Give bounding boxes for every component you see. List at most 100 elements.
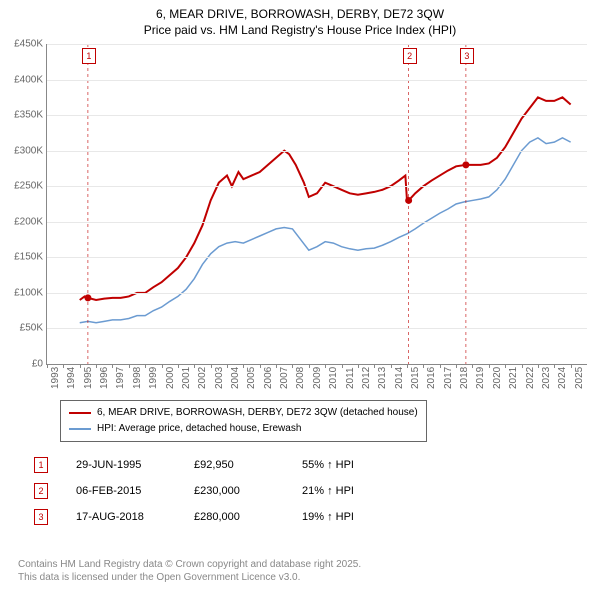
x-axis-label: 2004 [230,367,241,389]
sale-date: 06-FEB-2015 [76,485,166,497]
sale-marker-dot [405,197,412,204]
x-tick [178,364,179,368]
title-line-1: 6, MEAR DRIVE, BORROWASH, DERBY, DE72 3Q… [0,6,600,22]
x-tick [96,364,97,368]
sale-delta: 55% ↑ HPI [302,459,392,471]
sale-marker-dot [462,161,469,168]
sale-marker-number: 3 [460,48,474,64]
x-axis-label: 2017 [443,367,454,389]
sale-marker-dot [84,294,91,301]
y-axis-label: £250K [1,181,43,192]
sale-number-box: 1 [34,457,48,473]
x-tick [129,364,130,368]
x-axis-label: 2001 [181,367,192,389]
x-tick [358,364,359,368]
x-tick [538,364,539,368]
x-axis-label: 2025 [574,367,585,389]
x-tick [145,364,146,368]
x-tick [162,364,163,368]
x-axis-label: 1993 [50,367,61,389]
x-axis-label: 2010 [328,367,339,389]
y-gridline [47,222,587,223]
x-axis-label: 2005 [246,367,257,389]
x-tick [112,364,113,368]
sale-marker-number: 1 [82,48,96,64]
x-tick [63,364,64,368]
x-tick [80,364,81,368]
chart-title: 6, MEAR DRIVE, BORROWASH, DERBY, DE72 3Q… [0,0,600,38]
sale-price: £230,000 [194,485,274,497]
x-axis-label: 2000 [165,367,176,389]
y-axis-label: £350K [1,110,43,121]
x-tick [211,364,212,368]
y-gridline [47,293,587,294]
x-axis-label: 2023 [541,367,552,389]
x-tick [342,364,343,368]
x-axis-label: 2008 [295,367,306,389]
x-axis-label: 2021 [508,367,519,389]
legend-swatch [69,428,91,430]
x-axis-label: 1995 [83,367,94,389]
y-axis-label: £300K [1,145,43,156]
y-gridline [47,186,587,187]
x-axis-label: 2002 [197,367,208,389]
y-gridline [47,115,587,116]
x-axis-label: 2020 [492,367,503,389]
x-axis-label: 2009 [312,367,323,389]
x-axis-label: 2014 [394,367,405,389]
x-tick [227,364,228,368]
x-axis-label: 1998 [132,367,143,389]
x-tick [260,364,261,368]
chart-legend: 6, MEAR DRIVE, BORROWASH, DERBY, DE72 3Q… [60,400,427,442]
sale-number-box: 3 [34,509,48,525]
legend-item: HPI: Average price, detached house, Erew… [69,421,418,437]
sale-price: £280,000 [194,511,274,523]
y-gridline [47,80,587,81]
sales-table-row: 206-FEB-2015£230,00021% ↑ HPI [34,478,392,504]
x-tick [423,364,424,368]
sale-price: £92,950 [194,459,274,471]
sale-date: 29-JUN-1995 [76,459,166,471]
sale-delta: 19% ↑ HPI [302,511,392,523]
x-axis-label: 2003 [214,367,225,389]
sales-table: 1 29-JUN-1995 £92,950 55% ↑ HPI 2 06-FEB-2015… [34,452,392,530]
x-axis-label: 2007 [279,367,290,389]
y-gridline [47,257,587,258]
legend-item: 6, MEAR DRIVE, BORROWASH, DERBY, DE72 3Q… [69,405,418,421]
series-line-hpi [80,138,571,323]
sale-number-box: 2 [34,483,48,499]
x-tick [391,364,392,368]
y-axis-label: £150K [1,252,43,263]
y-gridline [47,151,587,152]
footer-line: This data is licensed under the Open Gov… [18,571,361,584]
x-tick [243,364,244,368]
y-gridline [47,328,587,329]
x-axis-label: 1994 [66,367,77,389]
x-tick [489,364,490,368]
sales-table-row: 1 29-JUN-1995 £92,950 55% ↑ HPI [34,452,392,478]
x-axis-label: 1996 [99,367,110,389]
x-axis-label: 1999 [148,367,159,389]
x-axis-label: 2019 [475,367,486,389]
x-axis-label: 2015 [410,367,421,389]
sale-date: 17-AUG-2018 [76,511,166,523]
x-tick [505,364,506,368]
title-line-2: Price paid vs. HM Land Registry's House … [0,22,600,38]
chart-svg [47,44,587,364]
series-line-price_paid [80,97,571,300]
y-gridline [47,44,587,45]
y-axis-label: £0 [1,359,43,370]
x-tick [276,364,277,368]
attribution-footer: Contains HM Land Registry data © Crown c… [18,558,361,584]
x-tick [440,364,441,368]
legend-swatch [69,412,91,414]
x-tick [456,364,457,368]
y-axis-label: £200K [1,216,43,227]
x-tick [522,364,523,368]
chart-plot-area: £0£50K£100K£150K£200K£250K£300K£350K£400… [46,44,587,365]
x-tick [472,364,473,368]
x-tick [194,364,195,368]
sale-marker-number: 2 [403,48,417,64]
sales-table-row: 3 17-AUG-2018 £280,000 19% ↑ HPI [34,504,392,530]
x-tick [407,364,408,368]
